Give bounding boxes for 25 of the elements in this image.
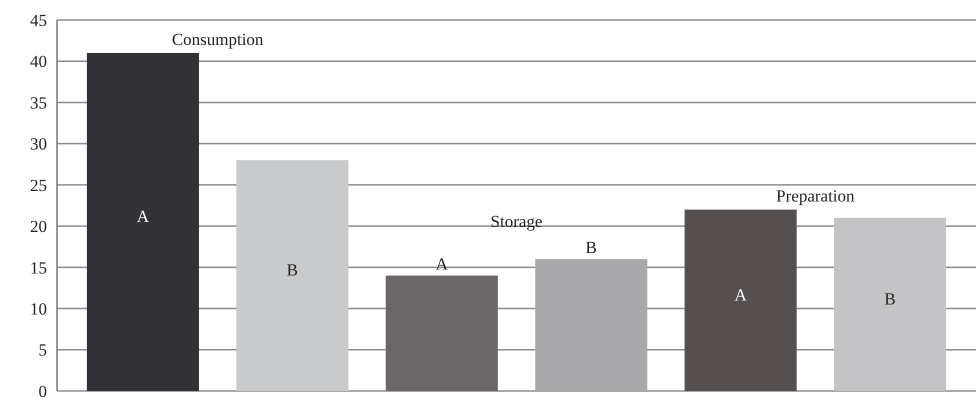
annotation: Preparation bbox=[776, 186, 856, 206]
y-tick-label: 5 bbox=[38, 340, 47, 360]
annotation: Storage bbox=[490, 212, 542, 232]
x-tick-label: A bbox=[734, 285, 748, 304]
y-tick-label: 30 bbox=[30, 134, 47, 154]
y-tick-label: 35 bbox=[30, 93, 47, 112]
y-tick-label: 15 bbox=[30, 258, 47, 278]
annotation: Consumption bbox=[172, 30, 264, 49]
y-tick-label: 0 bbox=[38, 382, 47, 401]
bar bbox=[236, 160, 348, 391]
bar bbox=[684, 210, 797, 391]
bar bbox=[86, 52, 199, 391]
y-tick-label: 20 bbox=[30, 217, 47, 236]
y-tick-label: 25 bbox=[30, 176, 47, 195]
x-tick-label: B bbox=[586, 238, 597, 258]
x-tick-label: A bbox=[136, 206, 150, 226]
x-tick-label: B bbox=[286, 260, 298, 280]
x-tick-label: A bbox=[436, 254, 449, 274]
bar bbox=[834, 218, 946, 391]
bar bbox=[535, 259, 648, 391]
y-tick-label: 45 bbox=[30, 10, 47, 30]
y-tick-label: 10 bbox=[30, 300, 47, 319]
bar bbox=[386, 276, 498, 391]
x-tick-label: B bbox=[884, 289, 896, 308]
y-tick-label: 40 bbox=[30, 52, 47, 72]
